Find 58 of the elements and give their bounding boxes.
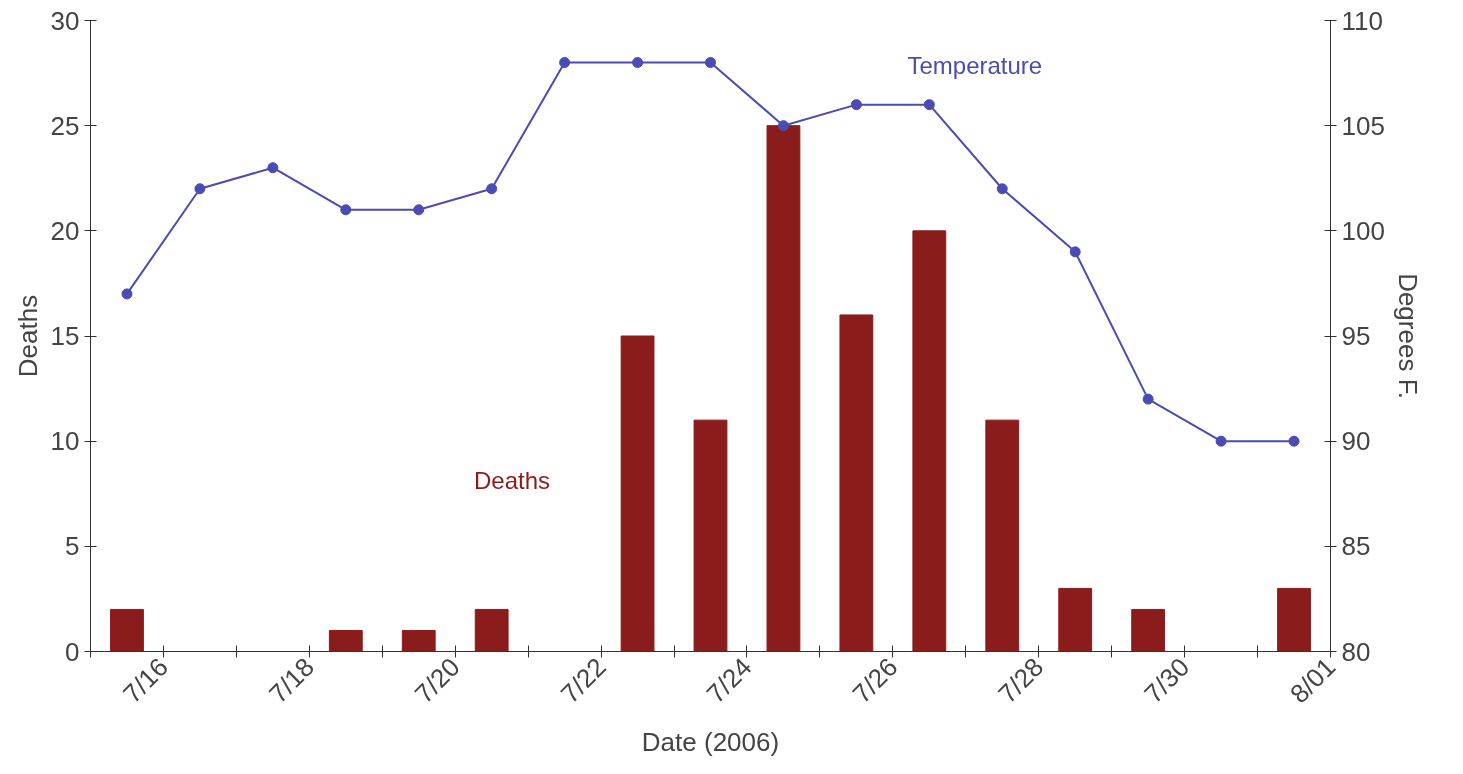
point [413, 204, 425, 216]
y2-tick-label: 100 [1341, 215, 1385, 246]
bar [401, 629, 436, 652]
y2-tick-label: 90 [1341, 426, 1371, 457]
x-tick-label: 7/28 [992, 651, 1050, 709]
point [486, 183, 498, 195]
point [705, 57, 716, 69]
bar [328, 629, 363, 652]
point [1288, 435, 1300, 447]
bar [839, 314, 874, 652]
point [121, 288, 133, 300]
bar [766, 125, 801, 652]
point [194, 183, 206, 195]
point [1142, 393, 1154, 405]
point [777, 120, 789, 132]
bar [474, 608, 509, 652]
y-axis-title: Deaths [12, 294, 43, 378]
bar [620, 335, 655, 652]
y2-tick-label: 110 [1341, 5, 1383, 36]
text: Deaths [473, 466, 551, 494]
point [267, 162, 279, 174]
x-tick-label: 7/24 [700, 651, 758, 709]
x-tick-label: 7/20 [408, 651, 466, 709]
bar [1058, 587, 1093, 652]
x-tick-label: 7/16 [117, 651, 175, 709]
x-tick-label: 7/18 [262, 651, 320, 709]
bar [1277, 587, 1311, 652]
y-tick-label: 15 [50, 321, 80, 351]
y2-tick-label: 80 [1341, 636, 1371, 667]
point [996, 183, 1008, 195]
y2-tick-label: 95 [1341, 321, 1371, 351]
bar [912, 230, 947, 652]
point [340, 204, 352, 216]
x-axis-title: Date (2006) [641, 727, 780, 758]
y2-tick-label: 85 [1341, 531, 1371, 562]
x-tick-label: 7/22 [554, 651, 612, 709]
bar [1131, 608, 1166, 652]
y2-axis-title: Degrees F. [1392, 273, 1423, 399]
y-tick-label: 30 [50, 5, 80, 36]
point [1215, 435, 1227, 447]
x-tick-label: 8/01 [1284, 651, 1342, 709]
y2-tick-label: 105 [1341, 110, 1385, 141]
y-tick-label: 5 [65, 531, 80, 562]
y-tick-label: 20 [50, 215, 80, 246]
bar [985, 419, 1020, 652]
point [559, 57, 571, 69]
point [923, 99, 935, 111]
point [850, 99, 862, 111]
x-tick-label: 7/30 [1138, 651, 1196, 709]
bar [693, 419, 728, 652]
point [1069, 246, 1081, 258]
point [632, 57, 644, 69]
bar [110, 608, 144, 652]
y-tick-label: 10 [50, 426, 80, 457]
series-label: Temperature [907, 52, 1043, 80]
y-tick-label: 25 [50, 110, 80, 141]
y-tick-label: 0 [65, 636, 80, 667]
x-tick-label: 7/26 [846, 651, 904, 709]
